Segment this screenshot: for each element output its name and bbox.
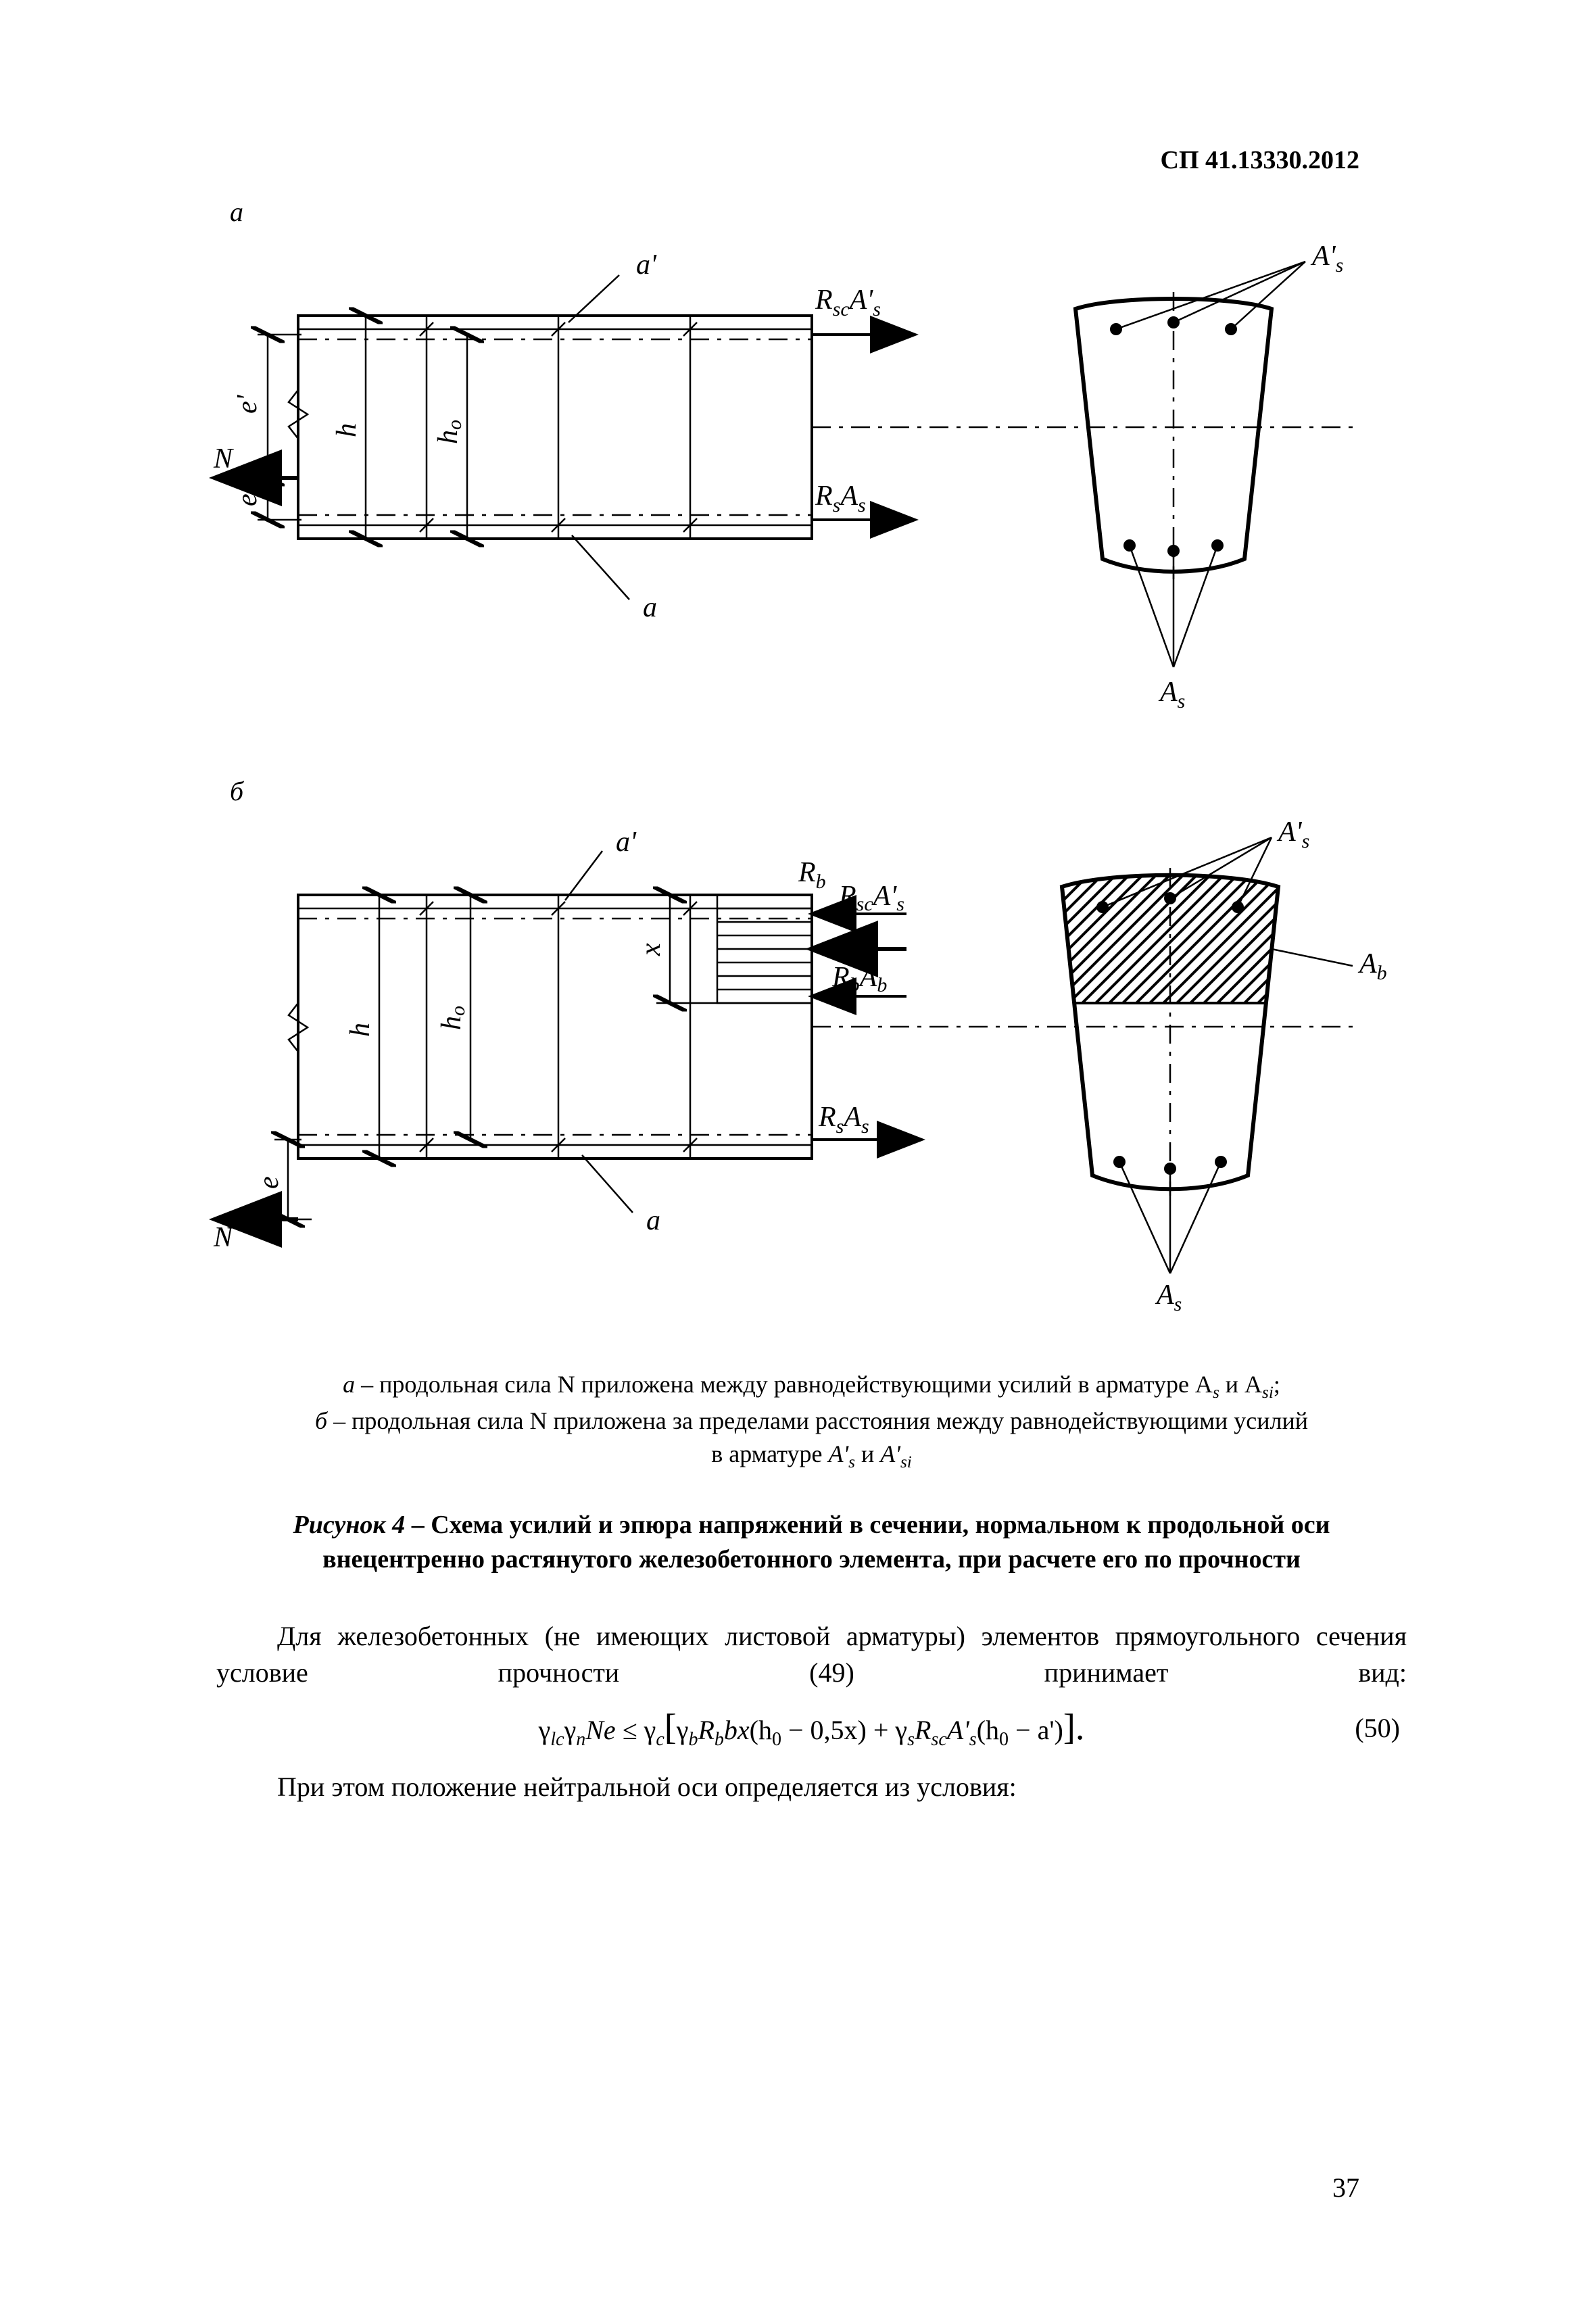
- svg-text:RbAb: RbAb: [831, 962, 887, 996]
- svg-text:x: x: [635, 943, 667, 956]
- svg-text:A's: A's: [1310, 241, 1343, 276]
- figure-title: Рисунок 4 – Схема усилий и эпюра напряже…: [270, 1508, 1353, 1578]
- svg-text:RsAs: RsAs: [815, 481, 866, 516]
- equation-number: (50): [1355, 1712, 1400, 1744]
- svg-text:RscA's: RscA's: [815, 285, 881, 320]
- body-paragraph-1: Для железобетонных (не имеющих листовой …: [216, 1618, 1407, 1691]
- label-a: a: [643, 592, 657, 623]
- svg-text:e: e: [232, 493, 263, 506]
- svg-text:Rb: Rb: [798, 857, 826, 893]
- svg-text:RsAs: RsAs: [818, 1102, 869, 1138]
- svg-text:e: e: [253, 1176, 285, 1189]
- svg-text:a': a': [616, 827, 637, 858]
- body-paragraph-2: При этом положение нейтральной оси опред…: [216, 1769, 1407, 1805]
- subfigure-b-label: б: [230, 775, 1434, 807]
- figure-caption: а – продольная сила N приложена между ра…: [230, 1368, 1393, 1474]
- document-code: СП 41.13330.2012: [1161, 145, 1360, 175]
- label-a-prime: a': [636, 249, 657, 281]
- svg-text:A's: A's: [1276, 817, 1309, 852]
- subfigure-a-label: а: [230, 196, 1434, 228]
- label-N: N: [213, 443, 234, 474]
- svg-text:ho: ho: [433, 420, 466, 444]
- svg-text:h: h: [331, 423, 362, 437]
- svg-text:a: a: [646, 1205, 660, 1236]
- figure-b: a' a Rb RscA's RbAb RsAs x h ho N e: [189, 814, 1434, 1341]
- svg-text:h: h: [345, 1023, 376, 1037]
- svg-text:e': e': [232, 394, 263, 414]
- svg-text:As: As: [1155, 1280, 1182, 1315]
- page-number: 37: [1332, 2172, 1359, 2203]
- svg-text:Ab: Ab: [1357, 948, 1387, 984]
- equation-50: γlcγnNe ≤ γc[γbRbbx(h0 − 0,5x) + γsRscA'…: [216, 1705, 1407, 1752]
- svg-text:ho: ho: [436, 1006, 469, 1030]
- svg-text:RscA's: RscA's: [838, 881, 904, 915]
- svg-text:As: As: [1158, 677, 1185, 712]
- svg-text:N: N: [213, 1222, 234, 1253]
- figure-a: a' a RscA's RsAs h ho N e' e: [189, 235, 1434, 748]
